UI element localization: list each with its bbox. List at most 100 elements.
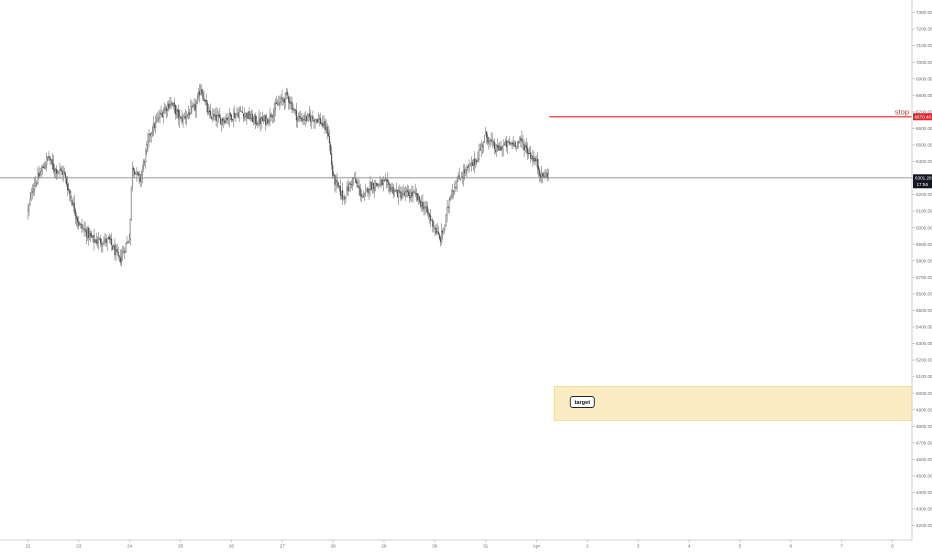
target-zone[interactable] <box>553 386 913 421</box>
candle-body <box>468 164 470 168</box>
price-tick-label: 6100.00 <box>916 209 932 214</box>
candle-body <box>169 104 171 108</box>
candle-body <box>60 168 62 172</box>
candle-body <box>369 182 371 191</box>
candle-body <box>112 245 114 250</box>
candle-body <box>167 104 169 110</box>
target-badge[interactable] <box>569 396 595 408</box>
candle-body <box>105 238 107 243</box>
candle-body <box>355 178 357 184</box>
candle-body <box>501 147 503 150</box>
candle-body <box>426 206 428 213</box>
candle-body <box>124 250 126 253</box>
candle-body <box>291 101 293 111</box>
candle-body <box>524 146 526 151</box>
candle-body <box>521 138 523 142</box>
candle-body <box>401 195 403 200</box>
candle-body <box>513 142 515 146</box>
candle-body <box>259 118 261 125</box>
candle-body <box>287 92 289 96</box>
candle-body <box>433 227 435 229</box>
candle-body <box>480 144 482 151</box>
candle-body <box>505 140 508 148</box>
candle-body <box>106 238 108 243</box>
time-tick-label: 3 <box>637 544 640 549</box>
candle-body <box>282 99 284 101</box>
candle-body <box>192 105 194 107</box>
candle-body <box>339 186 341 196</box>
candle-body <box>37 173 39 184</box>
candle-body <box>530 152 532 159</box>
candle-body <box>83 228 85 230</box>
candle-body <box>507 140 509 147</box>
candle-body <box>372 182 374 190</box>
candle-body <box>431 219 433 222</box>
candle-body <box>230 114 233 121</box>
candle-body <box>246 113 248 119</box>
candle-body <box>417 195 420 200</box>
candle-body <box>305 116 307 121</box>
candle-body <box>380 180 382 182</box>
candle-body <box>489 139 491 142</box>
candle-body <box>446 207 448 216</box>
candle-body <box>382 180 384 185</box>
candle-body <box>498 145 500 151</box>
candle-body <box>173 102 175 107</box>
candle-body <box>362 195 365 197</box>
candle-body <box>75 216 77 219</box>
candle-body <box>114 244 116 256</box>
candle-body <box>238 112 240 117</box>
price-tick-label: 6900.00 <box>916 76 932 81</box>
price-tick-label: 5900.00 <box>916 242 932 247</box>
candle-body <box>317 118 319 122</box>
candle-body <box>522 142 524 144</box>
candle-body <box>318 118 321 120</box>
candle-body <box>512 142 514 146</box>
candle-body <box>527 152 530 155</box>
candle-body <box>249 117 251 119</box>
candle-body <box>180 116 182 118</box>
candle-body <box>191 105 193 108</box>
candle-body <box>48 156 50 159</box>
candle-body <box>526 147 528 154</box>
candle-body <box>63 172 65 174</box>
candle-body <box>502 145 504 149</box>
candle-body <box>342 190 344 199</box>
candle-body <box>349 183 351 185</box>
candle-body <box>423 207 425 211</box>
candle-body <box>456 181 458 190</box>
candle-body <box>185 116 187 120</box>
candle-body <box>181 117 183 122</box>
price-tick-label: 5000.00 <box>916 391 932 396</box>
candle-body <box>183 115 185 117</box>
time-tick-label: 23 <box>76 544 82 549</box>
candle-body <box>211 116 213 119</box>
candle-body <box>403 193 405 195</box>
candle-body <box>266 118 268 124</box>
candle-body <box>531 156 533 159</box>
candle-body <box>270 114 272 118</box>
candle-body <box>65 177 68 185</box>
candle-body <box>328 136 330 144</box>
candle-body <box>534 157 536 162</box>
candle-body <box>269 113 271 122</box>
candle-body <box>438 234 440 239</box>
candle-body <box>179 116 181 121</box>
candle-body <box>302 119 304 121</box>
candle-body <box>194 104 196 111</box>
candle-body <box>219 117 222 125</box>
time-axis[interactable]: 22 23 24 25 26 27 28 29 30 31 Apr 2 3 4 5 6 7 8 <box>0 539 912 549</box>
current-price-tag <box>913 174 932 189</box>
candle-body <box>437 231 439 235</box>
candle-body <box>228 113 230 120</box>
candle-body <box>393 191 395 195</box>
candle-body <box>499 146 501 150</box>
candle-body <box>197 91 200 97</box>
candle-body <box>158 117 160 119</box>
candle-body <box>160 113 162 115</box>
candle-body <box>147 140 149 145</box>
candle-body <box>288 96 290 103</box>
candle-body <box>34 185 36 190</box>
